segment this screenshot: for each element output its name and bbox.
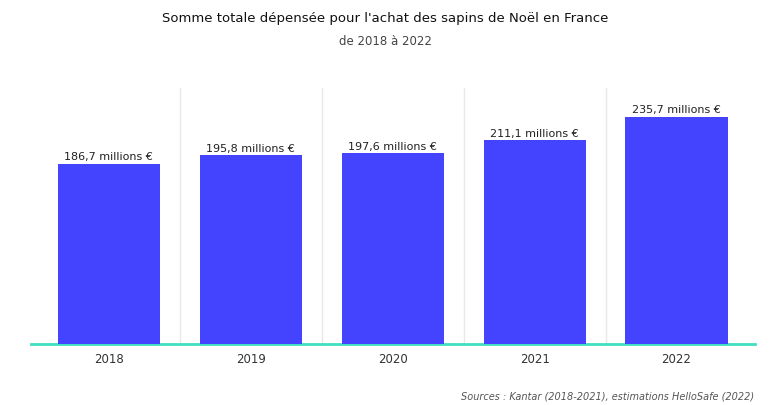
Text: de 2018 à 2022: de 2018 à 2022 [339,34,431,47]
Bar [625,117,728,344]
Text: Somme totale dépensée pour l'achat des sapins de Noël en France: Somme totale dépensée pour l'achat des s… [162,12,608,25]
Text: Sources : Kantar (2018-2021), estimations HelloSafe (2022): Sources : Kantar (2018-2021), estimation… [461,391,755,401]
Text: 211,1 millions €: 211,1 millions € [490,129,579,139]
Bar [199,156,302,344]
Bar [342,154,444,344]
Text: 235,7 millions €: 235,7 millions € [632,105,721,115]
Bar [58,164,160,344]
Bar [484,141,586,344]
Text: 186,7 millions €: 186,7 millions € [65,152,153,162]
Text: 195,8 millions €: 195,8 millions € [206,143,295,153]
Text: 197,6 millions €: 197,6 millions € [348,142,437,151]
